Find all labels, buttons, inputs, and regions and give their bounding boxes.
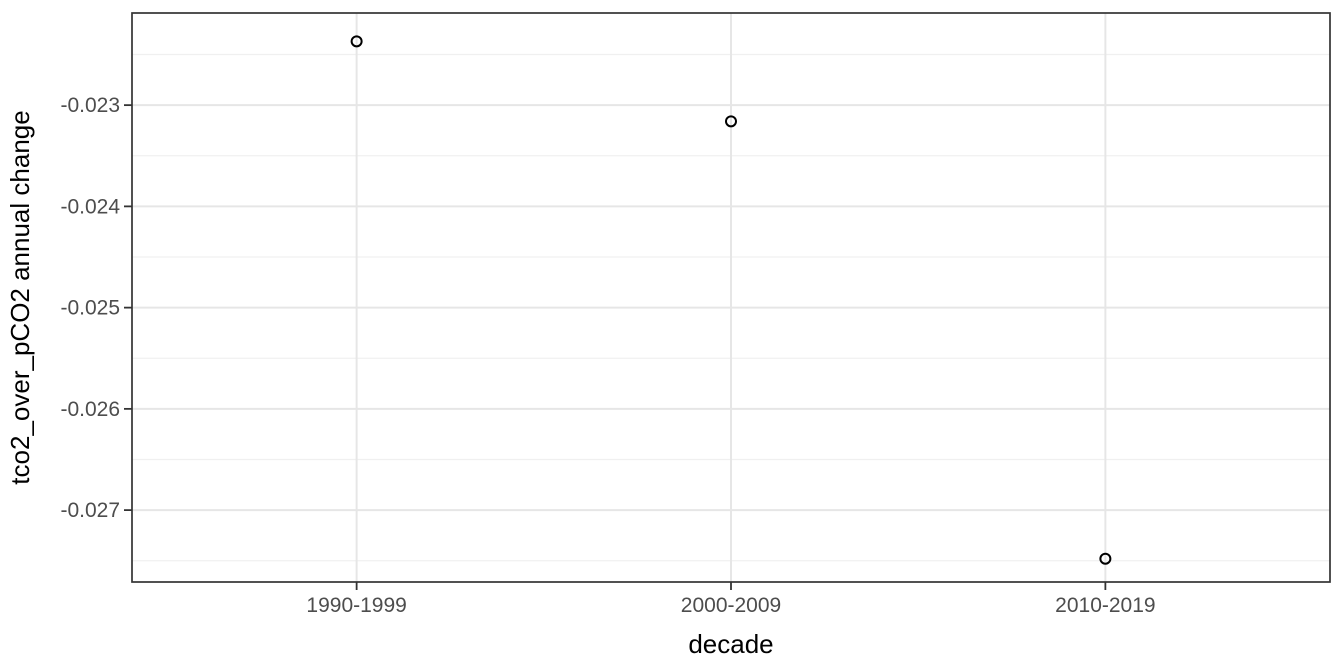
x-tick-label: 1990-1999 [306, 594, 406, 617]
x-tick-label: 2010-2019 [1055, 594, 1155, 617]
axis-ticks-layer [124, 104, 1107, 590]
panel-border [131, 12, 1331, 583]
y-tick-label: -0.024 [60, 195, 120, 218]
data-point [1099, 552, 1112, 565]
data-points-layer [350, 35, 1112, 565]
x-tick-label: 2000-2009 [681, 594, 781, 617]
data-point [725, 115, 737, 128]
y-tick-label: -0.025 [60, 297, 120, 320]
data-point [350, 35, 363, 48]
y-tick-label: -0.023 [60, 94, 120, 117]
x-axis-title: decade [688, 629, 773, 659]
y-axis-title: tco2_over_pCO2 annual change [5, 110, 35, 484]
major-gridlines-layer [132, 13, 1330, 582]
y-tick-label: -0.026 [60, 398, 120, 421]
y-tick-label: -0.027 [60, 499, 120, 522]
tick-labels-layer: -0.023 -0.024 -0.025 -0.026 -0.027 1990-1999 2… [60, 94, 1155, 617]
